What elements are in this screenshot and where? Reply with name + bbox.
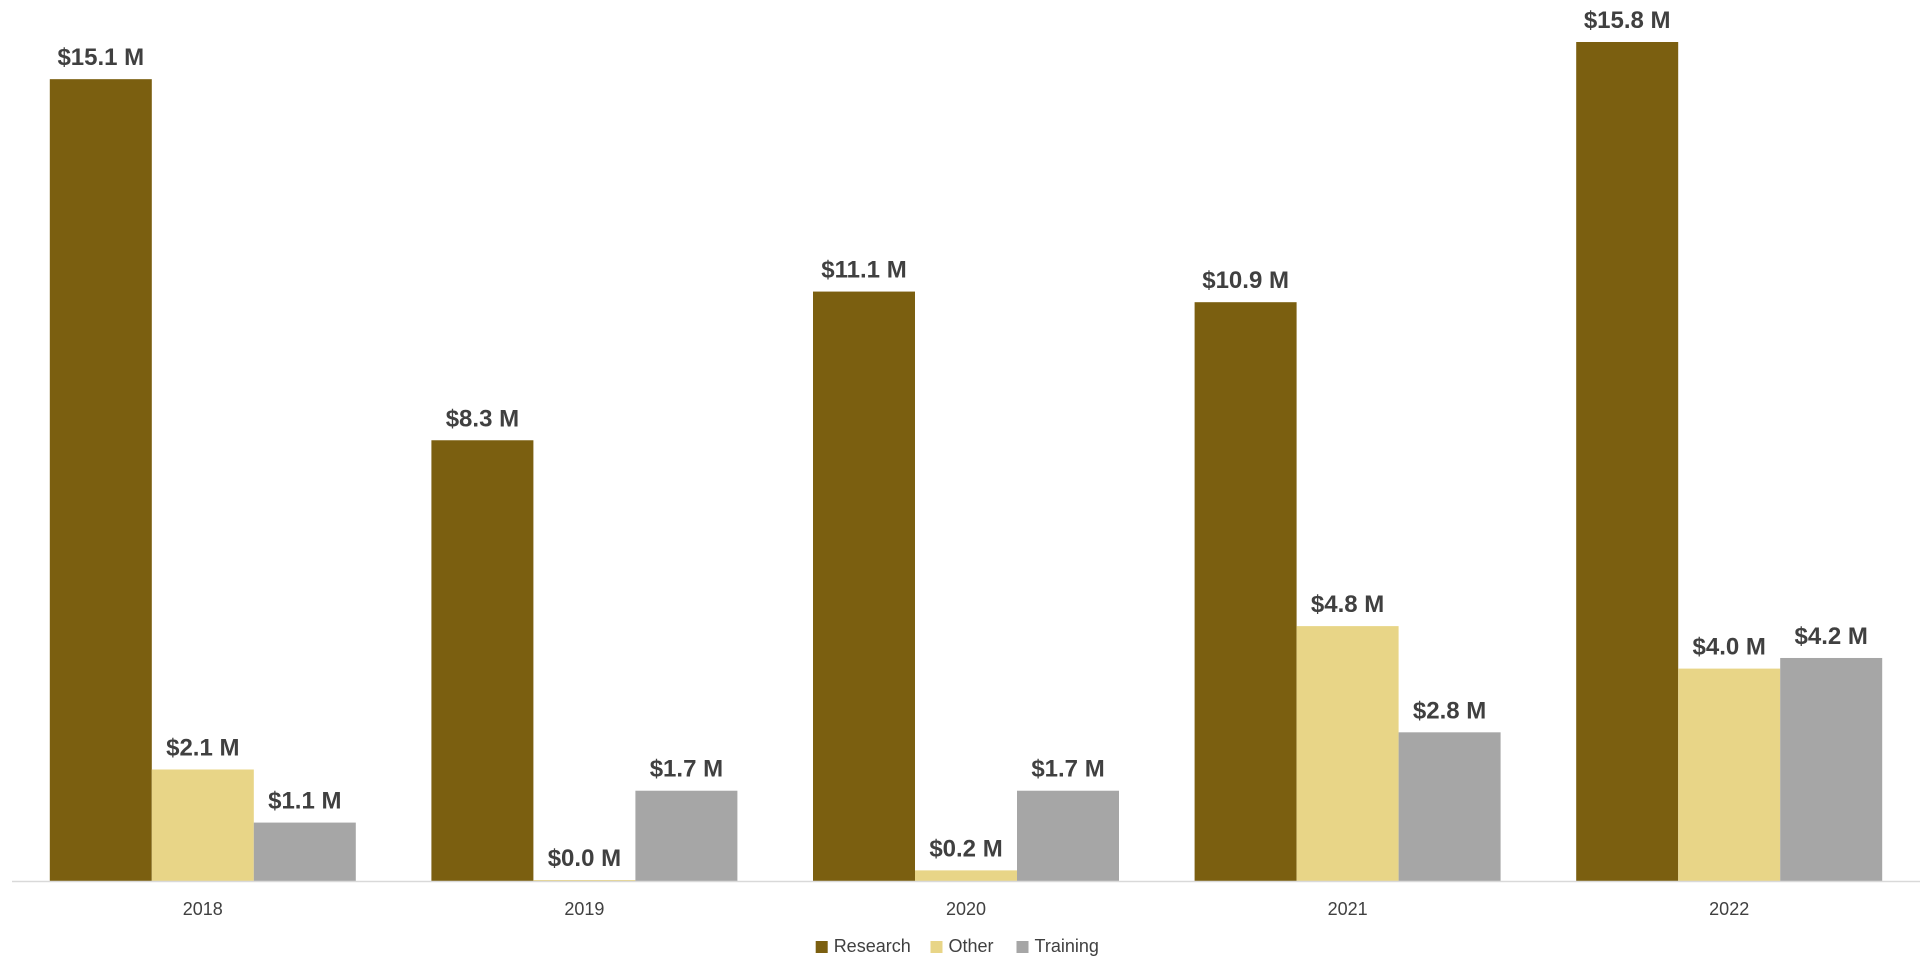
data-label-research-2019: $8.3 M <box>446 405 519 432</box>
legend-swatch-other <box>930 941 943 953</box>
data-label-training-2022: $4.2 M <box>1795 623 1868 650</box>
x-tick-label-2021: 2021 <box>1328 899 1368 919</box>
x-tick-label-2022: 2022 <box>1709 899 1749 919</box>
x-tick-label-2019: 2019 <box>564 899 604 919</box>
data-label-training-2021: $2.8 M <box>1413 697 1486 724</box>
bar-other-2018 <box>151 769 254 881</box>
bar-other-2019 <box>533 880 636 881</box>
bar-training-2021 <box>1398 732 1501 881</box>
data-label-other-2020: $0.2 M <box>929 835 1002 862</box>
bar-training-2022 <box>1780 657 1883 881</box>
bar-research-2020 <box>813 291 915 882</box>
data-label-other-2019: $0.0 M <box>548 845 621 872</box>
bar-research-2021 <box>1194 302 1297 882</box>
legend-label-other: Other <box>949 936 994 956</box>
x-tick-label-2020: 2020 <box>946 899 986 919</box>
data-label-research-2020: $11.1 M <box>821 257 906 284</box>
data-label-training-2019: $1.7 M <box>650 756 723 783</box>
data-label-other-2021: $4.8 M <box>1311 591 1384 618</box>
data-label-research-2018: $15.1 M <box>57 44 144 71</box>
bar-training-2018 <box>253 822 356 881</box>
legend-label-research: Research <box>834 936 911 956</box>
x-axis-tick-labels: 2018 2019 2020 2021 2022 <box>183 899 1749 919</box>
bar-research-2018 <box>49 79 152 881</box>
bar-research-2019 <box>431 440 534 881</box>
bar-other-2022 <box>1678 668 1781 881</box>
legend-swatch-research <box>815 941 828 953</box>
bar-other-2021 <box>1296 626 1399 881</box>
data-label-other-2018: $2.1 M <box>166 734 239 761</box>
bar-research-2022 <box>1576 42 1679 881</box>
data-label-training-2020: $1.7 M <box>1031 756 1104 783</box>
bar-training-2020 <box>1017 790 1119 881</box>
data-label-research-2021: $10.9 M <box>1202 267 1289 294</box>
legend-label-training: Training <box>1035 936 1099 956</box>
legend-swatch-training <box>1016 941 1029 953</box>
legend: Research Other Training <box>815 936 1099 956</box>
data-labels-layer: $15.1 M $2.1 M $1.1 M $8.3 M $0.0 M $1.7 M $11… <box>57 7 1867 872</box>
bar-other-2020 <box>915 870 1017 881</box>
bars-layer <box>49 42 1883 882</box>
bar-training-2019 <box>635 790 738 881</box>
data-label-other-2022: $4.0 M <box>1693 634 1766 661</box>
x-tick-label-2018: 2018 <box>183 899 223 919</box>
data-label-research-2022: $15.8 M <box>1584 7 1671 34</box>
data-label-training-2018: $1.1 M <box>268 788 341 815</box>
